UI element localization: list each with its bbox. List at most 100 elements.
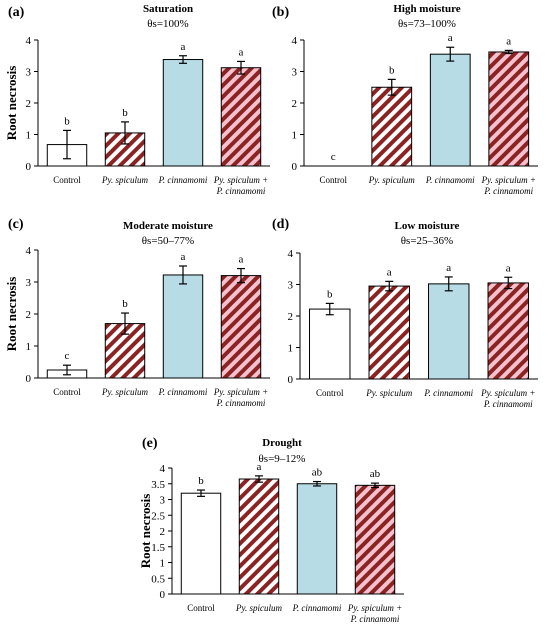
y-tick-label: 0 [288,374,294,386]
y-tick-label: 1 [288,343,294,355]
x-tick-label: P. cinnamomi [483,186,533,196]
x-tick-label: Control [319,175,347,185]
significance-label: a [257,461,262,473]
significance-label: b [64,115,70,127]
y-tick-label: 4 [292,35,298,47]
significance-label: a [181,41,186,53]
y-tick-label: 0 [160,589,166,601]
significance-label: a [506,262,511,274]
y-tick-label: 3 [288,280,294,292]
y-tick-label: 4 [288,248,294,260]
significance-label: a [387,266,392,278]
bar [428,283,470,380]
panel-title: Moderate moisture [123,220,213,232]
chart-panel-a: (a) Saturation θs=100% Root necrosis 0 1 2 3 4 b C… [4,3,270,196]
panel-title: Drought [262,437,302,449]
panel-title: Low moisture [395,220,460,232]
x-tick-label: P. cinnamomi [216,398,266,408]
x-tick-label: Py. spiculum [368,175,415,185]
x-tick-label: Py. spiculum + [480,388,535,398]
bar [488,51,530,167]
chart-panel-d: (d) Low moisture θs=25–36% 0 1 2 3 4 b Control a Py… [272,217,538,409]
panel-subtitle: θs=9–12% [259,453,306,465]
bar [104,132,146,167]
significance-label: c [65,350,70,362]
x-tick-label: Control [53,175,81,185]
y-tick-label: 1.5 [151,542,165,554]
significance-label: a [239,46,244,58]
significance-label: a [239,254,244,266]
x-tick-label: P. cinnamomi [425,175,475,185]
x-tick-label: Control [316,388,344,398]
significance-label: b [122,298,128,310]
significance-label: a [181,251,186,263]
y-tick-label: 0 [26,373,32,385]
y-tick-label: 4 [26,245,32,257]
y-tick-label: 0 [292,161,298,173]
y-tick-label: 3.5 [151,479,165,491]
x-tick-label: Py. spiculum + [347,603,402,613]
y-axis-label: Root necrosis [4,277,19,352]
x-tick-label: P. cinnamomi [216,186,266,196]
y-tick-label: 2 [26,98,32,110]
x-tick-label: P. cinnamomi [292,603,342,613]
x-tick-label: Control [53,387,81,397]
significance-label: b [122,107,128,119]
y-tick-label: 4 [160,463,166,475]
y-tick-label: 2 [26,309,32,321]
panel-label: (e) [142,436,158,451]
y-tick-label: 1 [26,130,32,142]
bar [220,67,262,167]
y-tick-label: 2 [160,526,166,538]
x-tick-label: P. cinnamomi [483,399,533,409]
bar [487,282,529,380]
bar [220,275,262,379]
significance-label: b [327,288,333,300]
bar [162,59,204,167]
bar [180,492,222,595]
significance-label: b [389,64,395,76]
y-tick-label: 1 [26,341,32,353]
significance-label: c [331,151,336,163]
panel-subtitle: θs=50–77% [142,235,194,247]
y-tick-label: 3 [26,67,32,79]
panel-label: (d) [272,217,289,232]
x-tick-label: P. cinnamomi [350,614,400,624]
significance-label: a [506,35,511,47]
significance-label: a [448,32,453,44]
y-axis-label: Root necrosis [138,494,153,569]
chart-panel-c: (c) Moderate moisture θs=50–77% Root necros… [4,217,270,408]
y-tick-label: 3 [26,277,32,289]
panel-label: (a) [8,5,25,20]
chart-panel-e: (e) Drought θs=9–12% Root necrosis 0 0.5 1 1.5 2… [138,436,404,624]
y-tick-label: 2.5 [151,510,165,522]
x-tick-label: P. cinnamomi [158,175,208,185]
y-axis-label: Root necrosis [4,66,19,141]
panel-subtitle: θs=25–36% [401,235,453,247]
significance-label: ab [312,467,323,479]
bar [429,53,471,167]
x-tick-label: Py. spiculum + [213,175,268,185]
panel-label: (c) [8,217,24,232]
x-tick-label: Py. spiculum + [213,387,268,397]
bar [162,274,204,379]
significance-label: a [446,262,451,274]
y-tick-label: 3 [160,495,166,507]
y-tick-label: 0 [26,161,32,173]
x-tick-label: Py. spiculum + [481,175,536,185]
y-tick-label: 0.5 [151,573,165,585]
x-tick-label: Py. spiculum [365,388,412,398]
panel-subtitle: θs=73–100% [398,18,456,30]
x-tick-label: Py. spiculum [235,603,282,613]
x-tick-label: P. cinnamomi [158,387,208,397]
y-tick-label: 1 [292,130,298,142]
bar [354,484,396,595]
chart-panel-b: (b) High moisture θs=73–100% 0 1 2 3 4 c Control b… [272,3,538,196]
significance-label: ab [370,468,381,480]
y-tick-label: 3 [292,67,298,79]
chart-panels: (a) Saturation θs=100% Root necrosis 0 1 2 3 4 b C… [4,3,538,624]
panel-title: High moisture [393,3,460,15]
x-tick-label: Control [187,603,215,613]
panel-label: (b) [272,5,289,20]
